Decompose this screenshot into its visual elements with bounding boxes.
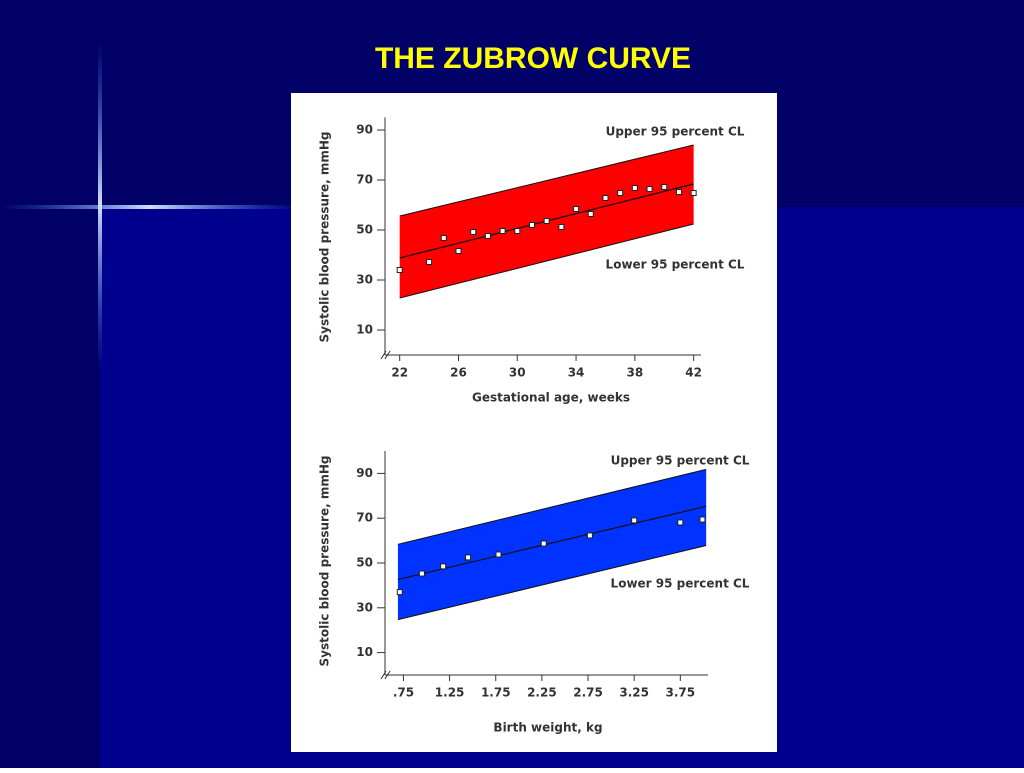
y-axis-label: Systolic blood pressure, mmHg [318, 132, 332, 343]
data-point [396, 589, 403, 596]
data-point [495, 551, 502, 558]
data-point [677, 519, 684, 526]
x-tick-label: 22 [391, 366, 408, 380]
data-point [690, 190, 697, 196]
x-tick-label: 38 [627, 366, 644, 380]
star-v [98, 40, 102, 370]
y-tick-label: 10 [356, 645, 373, 659]
data-point [573, 206, 580, 212]
data-point [440, 563, 447, 570]
x-tick-label: 30 [509, 366, 526, 380]
data-point [602, 195, 609, 201]
star-h [0, 205, 300, 209]
data-point [661, 184, 668, 190]
data-point [587, 211, 594, 217]
data-point [499, 228, 506, 234]
data-point [440, 235, 447, 241]
data-point [528, 222, 535, 228]
x-tick-label: 34 [568, 366, 585, 380]
data-point [514, 228, 521, 234]
axis-break [380, 670, 387, 680]
band-upper [397, 468, 707, 545]
x-axis-label: Birth weight, kg [493, 721, 602, 735]
x-tick-label: 2.25 [527, 686, 557, 700]
x-tick-label: 1.75 [481, 686, 511, 700]
x-tick-label: .75 [393, 686, 414, 700]
x-tick-label: 26 [450, 366, 467, 380]
data-point [631, 185, 638, 191]
annotation: Upper 95 percent CL [606, 125, 745, 139]
x-tick-label: 3.25 [619, 686, 649, 700]
data-point [586, 532, 593, 539]
axis-break [384, 350, 391, 360]
axis-break [384, 670, 391, 680]
y-tick-label: 50 [356, 556, 373, 570]
confidence-band [397, 469, 707, 620]
data-point [426, 259, 433, 265]
y-tick-label: 90 [356, 123, 373, 137]
y-tick-label: 70 [356, 173, 373, 187]
x-tick-label: 3.75 [666, 686, 696, 700]
y-tick-label: 30 [356, 600, 373, 614]
y-tick-label: 30 [356, 273, 373, 287]
axis-break [380, 350, 387, 360]
y-axis-label: Systolic blood pressure, mmHg [318, 456, 332, 667]
data-point [646, 186, 653, 192]
data-point [396, 267, 403, 273]
data-point [484, 233, 491, 239]
data-point [465, 554, 472, 561]
x-tick-label: 42 [685, 366, 702, 380]
y-tick-label: 70 [356, 511, 373, 525]
data-point [418, 570, 425, 577]
data-point [470, 229, 477, 235]
y-tick-label: 90 [356, 466, 373, 480]
data-point [558, 224, 565, 230]
x-tick-label: 2.75 [573, 686, 603, 700]
x-tick-label: 1.25 [435, 686, 465, 700]
data-point [455, 248, 462, 254]
data-point [699, 516, 706, 523]
slide-title: THE ZUBROW CURVE [375, 42, 691, 75]
annotation: Upper 95 percent CL [611, 454, 750, 468]
data-point [543, 218, 550, 224]
regression-line [397, 505, 707, 581]
y-tick-label: 50 [356, 223, 373, 237]
annotation: Lower 95 percent CL [606, 258, 745, 272]
band-lower [399, 223, 694, 299]
annotation: Lower 95 percent CL [611, 577, 750, 591]
data-point [540, 540, 547, 547]
band-upper [399, 144, 694, 217]
data-point [675, 189, 682, 195]
x-axis-label: Gestational age, weeks [472, 391, 630, 405]
data-point [617, 190, 624, 196]
band-lower [397, 545, 707, 621]
y-tick-label: 10 [356, 323, 373, 337]
data-point [631, 517, 638, 524]
